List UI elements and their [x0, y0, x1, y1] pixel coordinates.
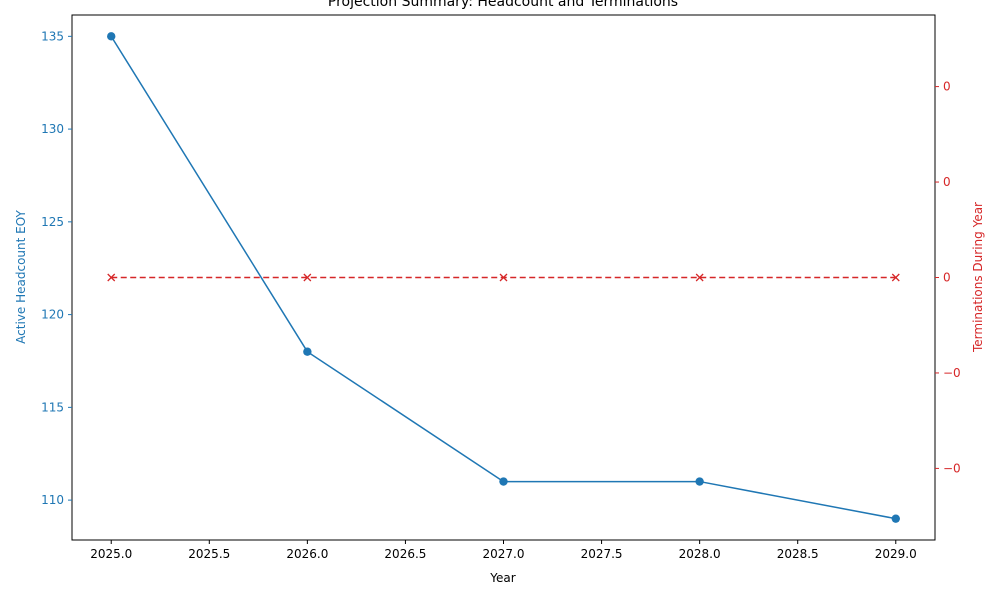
y-axis-left: 110 115 120 125 130 135: [41, 29, 72, 507]
y-left-tick-label: 125: [41, 215, 64, 229]
y-left-tick-label: 120: [41, 308, 64, 322]
x-tick-label: 2029.0: [875, 547, 917, 561]
y-left-tick-label: 110: [41, 493, 64, 507]
headcount-point: [303, 347, 312, 356]
x-tick-label: 2027.0: [483, 547, 525, 561]
x-marker-stroke: [303, 273, 312, 282]
terminations-point: [695, 273, 704, 282]
x-marker-stroke: [499, 273, 508, 282]
y-left-tick-label: 130: [41, 122, 64, 136]
terminations-point: [303, 273, 312, 282]
terminations-point: [499, 273, 508, 282]
headcount-point: [695, 477, 704, 486]
x-marker-stroke: [891, 273, 900, 282]
x-tick-label: 2026.5: [384, 547, 426, 561]
x-tick-label: 2025.0: [90, 547, 132, 561]
series-layer: [107, 32, 900, 523]
x-tick-label: 2026.0: [286, 547, 328, 561]
headcount-point: [499, 477, 508, 486]
y-axis-right-label: Terminations During Year: [971, 202, 985, 353]
chart-title: Projection Summary: Headcount and Termin…: [328, 0, 678, 10]
y-right-tick-label: −0: [943, 366, 961, 380]
terminations-point: [107, 273, 116, 282]
y-right-tick-label: 0: [943, 175, 951, 189]
y-left-tick-label: 135: [41, 29, 64, 43]
headcount-point: [891, 514, 900, 523]
y-right-tick-label: −0: [943, 461, 961, 475]
x-tick-label: 2025.5: [188, 547, 230, 561]
y-axis-left-label: Active Headcount EOY: [14, 209, 28, 343]
x-axis-label: Year: [489, 571, 515, 585]
headcount-point: [107, 32, 116, 41]
terminations-point: [891, 273, 900, 282]
x-tick-label: 2028.5: [777, 547, 819, 561]
x-marker-stroke: [695, 273, 704, 282]
x-tick-label: 2027.5: [581, 547, 623, 561]
x-axis: 2025.0 2025.5 2026.0 2026.5 2027.0 2027.5 2028…: [90, 540, 917, 561]
x-tick-label: 2028.0: [679, 547, 721, 561]
y-right-tick-label: 0: [943, 271, 951, 285]
y-axis-right: −0 −0 0 0 0: [935, 80, 961, 475]
x-marker-stroke: [107, 273, 116, 282]
y-right-tick-label: 0: [943, 80, 951, 94]
y-left-tick-label: 115: [41, 400, 64, 414]
